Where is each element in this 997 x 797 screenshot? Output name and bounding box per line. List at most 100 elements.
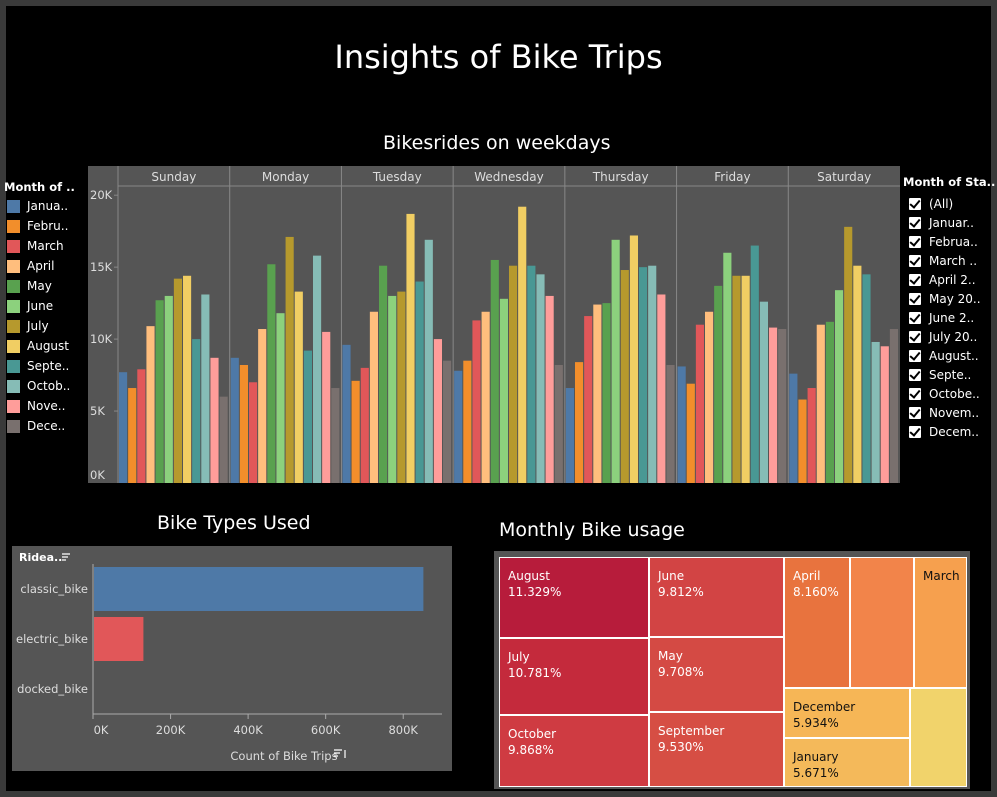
month-filter-item[interactable]: Decem.. xyxy=(909,422,981,441)
checkbox-checked-icon[interactable] xyxy=(909,330,921,343)
bike-type-bar[interactable] xyxy=(94,567,424,611)
weekday-bar[interactable] xyxy=(481,311,490,483)
weekday-bar[interactable] xyxy=(379,265,388,483)
weekday-bar[interactable] xyxy=(490,259,499,483)
treemap-cell[interactable]: June 9.812% xyxy=(649,557,784,637)
weekday-bar[interactable] xyxy=(871,341,880,483)
treemap-cell[interactable]: October 9.868% xyxy=(499,715,649,787)
weekday-bar[interactable] xyxy=(137,369,146,483)
month-legend-item[interactable]: April xyxy=(7,256,70,276)
month-filter-item[interactable]: March .. xyxy=(909,251,981,270)
month-filter-item[interactable]: April 2.. xyxy=(909,270,981,289)
month-filter-item[interactable]: Novem.. xyxy=(909,403,981,422)
treemap-cell[interactable]: August 11.329% xyxy=(499,557,649,638)
weekday-bar[interactable] xyxy=(119,372,128,483)
month-legend-item[interactable]: July xyxy=(7,316,70,336)
weekday-bar[interactable] xyxy=(388,295,397,483)
weekday-bar[interactable] xyxy=(230,357,239,483)
treemap-cell[interactable]: January 5.671% xyxy=(784,738,910,787)
month-legend-item[interactable]: Octob.. xyxy=(7,376,70,396)
weekday-bar[interactable] xyxy=(686,383,695,483)
checkbox-checked-icon[interactable] xyxy=(909,311,921,324)
weekday-bar[interactable] xyxy=(648,265,657,483)
weekday-bar[interactable] xyxy=(267,264,276,483)
treemap-cell[interactable] xyxy=(850,557,914,688)
weekday-bar[interactable] xyxy=(164,295,173,483)
month-filter-item[interactable]: Februa.. xyxy=(909,232,981,251)
checkbox-checked-icon[interactable] xyxy=(909,368,921,381)
weekday-bar[interactable] xyxy=(565,388,574,483)
weekday-bar[interactable] xyxy=(807,388,816,483)
checkbox-checked-icon[interactable] xyxy=(909,254,921,267)
weekday-bar[interactable] xyxy=(889,329,898,483)
month-filter-item[interactable]: Octobe.. xyxy=(909,384,981,403)
weekday-bar[interactable] xyxy=(695,324,704,483)
weekday-bar[interactable] xyxy=(155,300,164,483)
weekday-bar[interactable] xyxy=(825,321,834,483)
weekday-bar[interactable] xyxy=(276,313,285,483)
weekday-bar[interactable] xyxy=(239,365,248,483)
treemap-cell[interactable]: September 9.530% xyxy=(649,712,784,787)
checkbox-checked-icon[interactable] xyxy=(909,273,921,286)
weekday-bar[interactable] xyxy=(415,281,424,483)
weekday-bar[interactable] xyxy=(536,274,545,483)
month-filter-item[interactable]: July 20.. xyxy=(909,327,981,346)
bike-type-bar[interactable] xyxy=(94,617,144,661)
weekday-bar[interactable] xyxy=(128,388,137,483)
month-legend-item[interactable]: March xyxy=(7,236,70,256)
weekday-bar[interactable] xyxy=(313,255,322,483)
weekday-bar[interactable] xyxy=(294,291,303,483)
weekday-bar[interactable] xyxy=(789,373,798,483)
checkbox-checked-icon[interactable] xyxy=(909,425,921,438)
weekday-bar[interactable] xyxy=(677,366,686,483)
weekday-bar[interactable] xyxy=(741,275,750,483)
sort-icon[interactable] xyxy=(334,749,346,758)
month-filter-item[interactable]: August.. xyxy=(909,346,981,365)
weekday-bar[interactable] xyxy=(853,265,862,483)
treemap-cell[interactable]: December 5.934% xyxy=(784,688,910,738)
bike-types-bar-chart[interactable]: Ridea.. classic_bike electric_bike docked_b… xyxy=(12,546,452,771)
weekday-bar[interactable] xyxy=(584,316,593,483)
weekday-bar[interactable] xyxy=(545,295,554,483)
month-legend-item[interactable]: Nove.. xyxy=(7,396,70,416)
month-legend-item[interactable]: Janua.. xyxy=(7,196,70,216)
weekday-bar[interactable] xyxy=(835,290,844,483)
weekday-bar[interactable] xyxy=(554,365,563,483)
weekday-bar[interactable] xyxy=(657,294,666,483)
weekday-bar[interactable] xyxy=(714,285,723,483)
weekday-bar[interactable] xyxy=(303,350,312,483)
weekday-bar[interactable] xyxy=(249,382,258,483)
month-legend-item[interactable]: Dece.. xyxy=(7,416,70,436)
month-filter-title[interactable]: Month of Sta.. xyxy=(903,175,996,189)
weekday-bar[interactable] xyxy=(351,380,360,483)
weekday-bar[interactable] xyxy=(666,365,675,483)
weekday-bar[interactable] xyxy=(705,311,714,483)
weekday-bar[interactable] xyxy=(778,329,787,483)
checkbox-checked-icon[interactable] xyxy=(909,406,921,419)
weekday-bar[interactable] xyxy=(862,274,871,483)
weekday-bar[interactable] xyxy=(397,291,406,483)
weekday-bar[interactable] xyxy=(816,324,825,483)
weekday-bar[interactable] xyxy=(593,304,602,483)
weekday-bar[interactable] xyxy=(509,265,518,483)
weekday-bar[interactable] xyxy=(285,236,294,483)
weekday-bar[interactable] xyxy=(798,399,807,483)
treemap-cell[interactable]: April 8.160% xyxy=(784,557,850,688)
month-filter-item[interactable]: (All) xyxy=(909,194,981,213)
weekday-bar[interactable] xyxy=(331,388,340,483)
checkbox-checked-icon[interactable] xyxy=(909,235,921,248)
weekday-bar[interactable] xyxy=(146,326,155,483)
month-filter-item[interactable]: Januar.. xyxy=(909,213,981,232)
month-filter-item[interactable]: June 2.. xyxy=(909,308,981,327)
treemap-cell[interactable]: July 10.781% xyxy=(499,638,649,715)
weekday-bar[interactable] xyxy=(732,275,741,483)
weekday-bar[interactable] xyxy=(360,367,369,483)
month-filter-item[interactable]: Septe.. xyxy=(909,365,981,384)
weekday-bar[interactable] xyxy=(201,294,210,483)
weekday-bar[interactable] xyxy=(472,320,481,483)
weekday-bar[interactable] xyxy=(173,278,182,483)
weekday-bar[interactable] xyxy=(620,270,629,483)
checkbox-checked-icon[interactable] xyxy=(909,197,921,210)
weekday-bar[interactable] xyxy=(463,360,472,483)
weekday-bar[interactable] xyxy=(342,344,351,483)
